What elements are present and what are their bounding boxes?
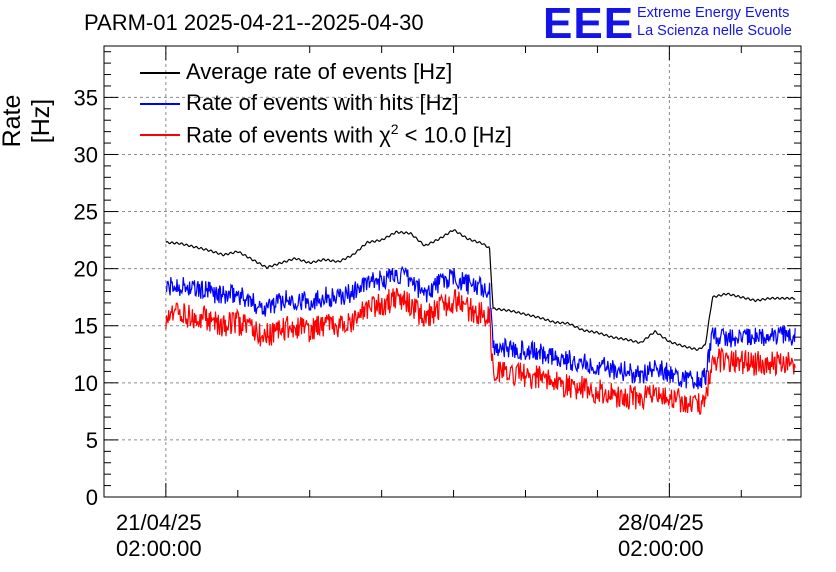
legend-chi2-exponent: 2 <box>390 121 399 137</box>
legend-swatch-red <box>140 134 180 136</box>
y-tick-label: 5 <box>86 428 98 453</box>
chart-title: PARM-01 2025-04-21--2025-04-30 <box>84 10 424 35</box>
y-tick-label: 30 <box>74 142 98 167</box>
grid-lines <box>104 46 801 497</box>
legend-swatch-blue <box>140 103 180 105</box>
logo-caption-line2: La Scienza nelle Scuole <box>637 23 792 39</box>
y-tick-label: 15 <box>74 314 98 339</box>
series-group <box>165 229 796 351</box>
legend-swatch-black <box>140 72 180 74</box>
eee-logo: EEE <box>543 0 635 48</box>
x-tick-date-2: 28/04/25 <box>618 510 704 535</box>
legend-label-chi2: Rate of events with χ2 < 10.0 [Hz] <box>186 121 512 148</box>
plot-frame <box>103 45 802 498</box>
y-tick-label: 0 <box>86 485 98 510</box>
y-tick-label: 10 <box>74 371 98 396</box>
logo-caption: Extreme Energy Events La Scienza nelle S… <box>637 4 792 40</box>
x-tick-label-2: 28/04/25 02:00:00 <box>618 510 704 562</box>
series-group <box>165 287 796 415</box>
legend-label-average: Average rate of events [Hz] <box>186 59 453 84</box>
legend-label-hits: Rate of events with hits [Hz] <box>186 90 459 115</box>
series-line <box>165 287 796 415</box>
legend-chi2-prefix: Rate of events with χ <box>186 122 391 148</box>
y-tick-label: 25 <box>74 200 98 225</box>
axis-ticks: 0 5 10 15 20 25 30 35 <box>74 46 801 510</box>
series-layer <box>165 229 796 415</box>
y-tick-label: 35 <box>74 85 98 110</box>
y-tick-label: 20 <box>74 257 98 282</box>
x-tick-date-1: 21/04/25 <box>116 510 202 535</box>
y-axis-label: Rate [Hz] <box>0 94 55 148</box>
x-tick-time-2: 02:00:00 <box>618 536 704 561</box>
series-line <box>165 229 796 351</box>
series-line <box>165 265 796 390</box>
plot-area-border <box>103 45 802 498</box>
logo-caption-line1: Extreme Energy Events <box>637 5 790 21</box>
x-tick-time-1: 02:00:00 <box>116 536 202 561</box>
legend-chi2-suffix: < 10.0 [Hz] <box>398 122 512 148</box>
x-tick-label-1: 21/04/25 02:00:00 <box>116 510 202 562</box>
series-group <box>165 265 796 390</box>
